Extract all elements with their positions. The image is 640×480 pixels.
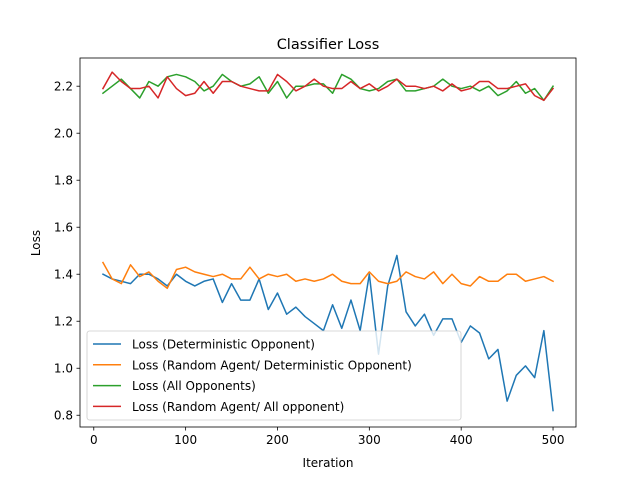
x-axis-label: Iteration bbox=[303, 456, 354, 470]
x-tick-label: 500 bbox=[542, 433, 565, 447]
x-tick-label: 400 bbox=[450, 433, 473, 447]
y-tick-label: 1.0 bbox=[54, 362, 73, 376]
legend-box bbox=[86, 330, 462, 421]
legend-label: Loss (Random Agent/ All opponent) bbox=[132, 400, 344, 414]
y-axis: 0.8 1.0 1.2 1.4 1.6 1.8 2.0 2.2 bbox=[54, 80, 80, 423]
y-tick-label: 2.2 bbox=[54, 80, 73, 94]
chart-title: Classifier Loss bbox=[277, 37, 380, 53]
legend: Loss (Deterministic Opponent) Loss (Rando… bbox=[86, 330, 462, 421]
y-tick-label: 1.6 bbox=[54, 221, 73, 235]
y-axis-label: Loss bbox=[29, 230, 43, 256]
y-tick-label: 0.8 bbox=[54, 409, 73, 423]
legend-label: Loss (Deterministic Opponent) bbox=[132, 338, 315, 352]
y-tick-label: 1.4 bbox=[54, 268, 73, 282]
legend-label: Loss (All Opponents) bbox=[132, 379, 256, 393]
x-tick-label: 100 bbox=[174, 433, 197, 447]
series-line-4 bbox=[101, 71, 555, 102]
legend-label: Loss (Random Agent/ Deterministic Oppone… bbox=[132, 358, 412, 372]
x-tick-label: 300 bbox=[358, 433, 381, 447]
series-line-2 bbox=[101, 261, 555, 290]
x-tick-label: 200 bbox=[266, 433, 289, 447]
series-layer bbox=[101, 71, 555, 412]
x-tick-label: 0 bbox=[90, 433, 98, 447]
series-line-3 bbox=[101, 73, 555, 102]
y-tick-label: 1.8 bbox=[54, 174, 73, 188]
series-line-1 bbox=[101, 254, 554, 412]
y-tick-label: 2.0 bbox=[54, 127, 73, 141]
x-axis: 0 100 200 300 400 500 bbox=[90, 427, 565, 447]
y-tick-label: 1.2 bbox=[54, 315, 73, 329]
plot-frame bbox=[79, 57, 577, 428]
